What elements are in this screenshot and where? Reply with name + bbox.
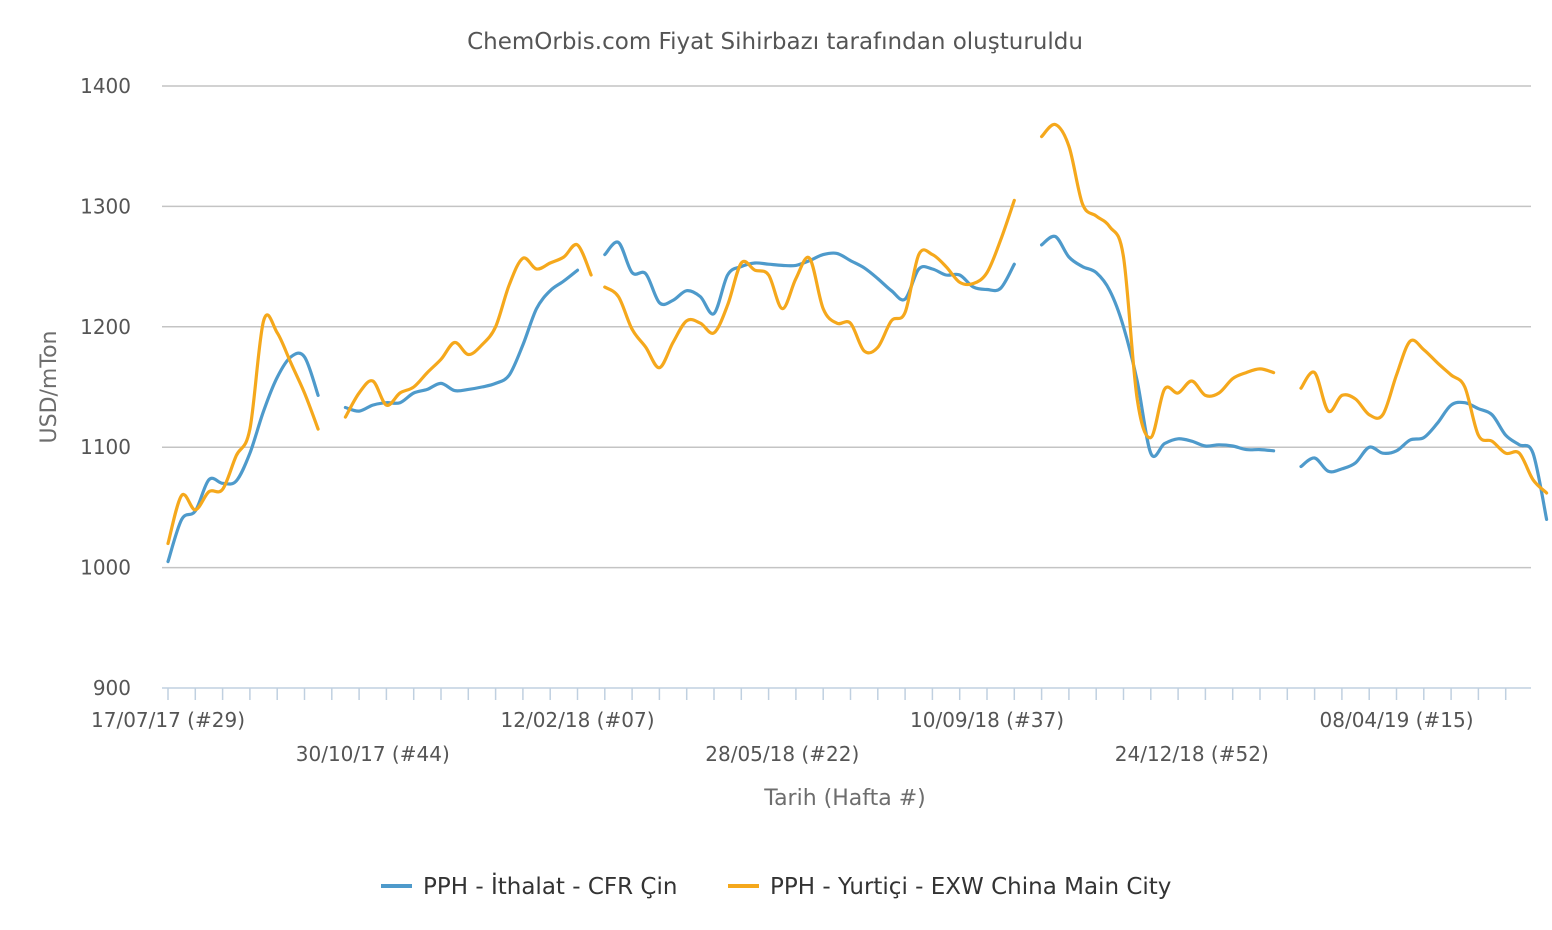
chart-title: ChemOrbis.com Fiyat Sihirbazı tarafından… xyxy=(467,29,1083,55)
series-1-line xyxy=(166,351,320,564)
x-tick-label: 24/12/18 (#52) xyxy=(1115,742,1269,766)
series-lines xyxy=(166,122,1549,564)
x-tick-label: 12/02/18 (#07) xyxy=(501,708,655,732)
series-2-line xyxy=(603,198,1016,370)
series-2-line xyxy=(1299,338,1549,495)
series-2-line xyxy=(1040,122,1276,440)
x-tick-label: 28/05/18 (#22) xyxy=(705,742,859,766)
gridlines xyxy=(162,85,1531,569)
y-axis-ticks: 900 1000 1100 1200 1300 1400 xyxy=(80,74,131,700)
y-tick-label: 1400 xyxy=(80,74,131,98)
x-axis-label: Tarih (Hafta #) xyxy=(763,786,925,811)
y-tick-label: 1000 xyxy=(80,556,131,580)
series-1-line xyxy=(343,268,580,413)
y-tick-label: 900 xyxy=(93,676,131,700)
y-tick-label: 1300 xyxy=(80,194,131,218)
legend: PPH - İthalat - CFR Çin PPH - Yurtiçi - E… xyxy=(381,872,1171,900)
series-1-line xyxy=(1299,400,1549,521)
x-tick-label: 08/04/19 (#15) xyxy=(1320,708,1474,732)
x-tick-label: 17/07/17 (#29) xyxy=(91,708,245,732)
legend-label-1: PPH - İthalat - CFR Çin xyxy=(423,872,677,900)
series-1-line xyxy=(1040,234,1276,459)
x-axis-ticks: 17/07/17 (#29) 30/10/17 (#44) 12/02/18 (#0… xyxy=(91,688,1507,766)
series-2-line xyxy=(166,313,320,546)
series-2-line xyxy=(343,242,593,419)
x-tick-label: 30/10/17 (#44) xyxy=(296,742,450,766)
y-tick-label: 1100 xyxy=(80,435,131,459)
legend-label-2: PPH - Yurtiçi - EXW China Main City xyxy=(770,874,1171,900)
x-tick-label: 10/09/18 (#37) xyxy=(910,708,1064,732)
y-axis-label: USD/mTon xyxy=(37,331,62,444)
y-tick-label: 1200 xyxy=(80,315,131,339)
series-1-line xyxy=(603,240,1016,316)
